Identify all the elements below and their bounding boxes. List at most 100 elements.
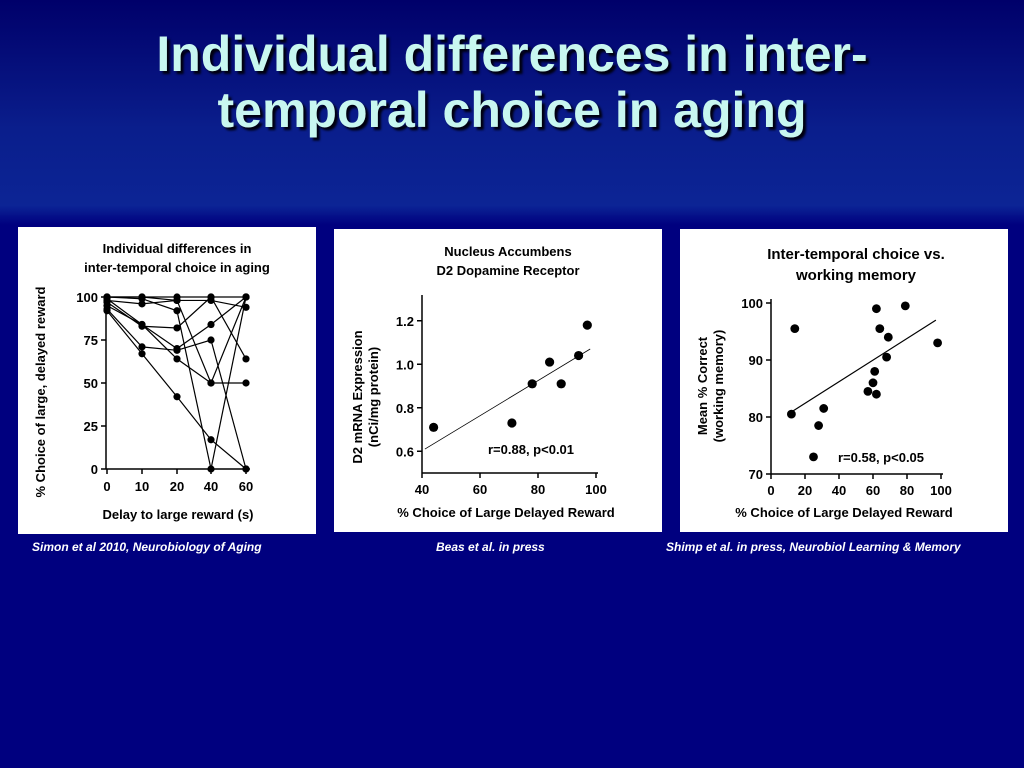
chart-3-data-point [814,421,823,430]
chart-3-xlabel: % Choice of Large Delayed Reward [735,505,953,520]
chart-1-data-point [138,320,146,329]
chart-1-xlabel: Delay to large reward (s) [103,507,254,522]
chart-2-xlabel: % Choice of Large Delayed Reward [397,505,615,520]
chart-3-x-tick-label: 60 [866,483,880,498]
chart-3-ylabel-line-1: Mean % Correct [695,336,710,435]
chart-3-x-tick-label: 100 [930,483,952,498]
chart-2-fit-line [424,348,591,450]
chart-3-data-point [933,338,942,348]
chart-2-x-tick-label: 60 [473,482,487,497]
chart-1-title-line-1: Individual differences in [103,241,252,256]
chart-3-data-point [875,324,885,334]
chart-2-y-tick-label: 1.2 [396,314,414,329]
chart-3-data-point [819,404,829,413]
chart-1-data-point [207,293,215,301]
title-band [0,0,1024,215]
chart-3-data-point [882,352,891,362]
chart-panel-d2-receptor: Nucleus Accumbens D2 Dopamine Receptor D… [334,229,662,532]
chart-working-memory: Inter-temporal choice vs. working memory… [695,246,953,520]
chart-2-ylabel-line-1: D2 mRNA Expression [350,330,365,463]
chart-3-data-point [870,367,880,376]
chart-3-ylabel-line-2: (working memory) [711,330,726,443]
caption-beas: Beas et al. in press [436,540,545,554]
chart-panel-working-memory: Inter-temporal choice vs. working memory… [680,229,1008,532]
chart-2-title-line-1: Nucleus Accumbens [444,244,571,259]
chart-1-series-line [106,308,247,470]
chart-2-data-point [582,320,592,330]
chart-3-data-point [863,386,873,396]
chart-1-plot-area: 0 25 50 75 100 0 10 20 40 60 [76,290,253,494]
chart-1-data-point [207,320,215,329]
chart-3-y-tick-label: 70 [749,467,763,482]
chart-1-data-point [242,293,250,301]
chart-1-data-point [242,355,250,363]
chart-1-x-tick-label: 10 [135,479,149,494]
chart-1-data-point [242,379,250,387]
chart-1-data-point [173,324,181,332]
slide-title-line-2: temporal choice in aging [217,82,807,138]
chart-1-data-point [242,465,250,473]
chart-2-title-line-2: D2 Dopamine Receptor [436,263,579,278]
chart-1-data-point [173,346,181,354]
chart-1-y-tick-label: 0 [91,462,98,477]
chart-3-data-point [872,304,881,314]
chart-2-annotation: r=0.88, p<0.01 [488,442,574,457]
chart-delay-choice: Individual differences in inter-temporal… [33,241,270,522]
chart-1-data-point [173,355,181,363]
chart-3-x-tick-label: 80 [900,483,914,498]
caption-simon: Simon et al 2010, Neurobiology of Aging [32,540,262,554]
chart-1-y-tick-label: 50 [84,376,98,391]
chart-1-data-point [173,296,181,305]
chart-2-y-tick-label: 0.6 [396,444,414,459]
chart-1-data-point [138,295,146,303]
chart-3-plot-area: 70 80 90 100 0 20 40 60 80 100 [741,296,952,498]
chart-3-data-point [809,452,818,462]
chart-1-data-point [207,465,215,473]
chart-1-x-tick-label: 20 [170,479,184,494]
chart-1-data-point [173,307,181,315]
chart-1-y-tick-label: 100 [76,290,98,305]
chart-2-x-tick-label: 40 [415,482,429,497]
chart-2-ylabel-line-2: (nCi/mg protein) [366,347,381,447]
chart-panel-delay-choice: Individual differences in inter-temporal… [18,227,316,534]
chart-3-data-point [883,332,893,342]
chart-2-y-tick-label: 1.0 [396,357,414,372]
chart-2-x-tick-label: 100 [585,482,607,497]
chart-1-x-tick-label: 60 [239,479,253,494]
chart-1-data-point [103,307,111,315]
chart-1-data-point [173,393,181,401]
chart-2-x-tick-label: 80 [531,482,545,497]
chart-2-data-point [527,379,537,389]
chart-3-data-point [790,324,800,334]
chart-3-fit-line [787,319,937,415]
chart-3-data-point [900,301,910,311]
chart-3-annotation: r=0.58, p<0.05 [838,450,924,465]
slide-title: Individual differences in inter- tempora… [20,26,1004,138]
chart-2-data-point [574,350,584,361]
chart-2-data-point [545,357,555,367]
chart-3-y-tick-label: 90 [749,353,763,368]
caption-shimp: Shimp et al. in press, Neurobiol Learnin… [666,540,961,554]
chart-3-title-line-2: working memory [795,267,917,284]
chart-1-y-tick-label: 75 [84,333,98,348]
chart-1-data-point [207,336,215,344]
chart-1-data-point [138,350,146,358]
chart-2-y-tick-label: 0.8 [396,401,414,416]
chart-3-y-tick-label: 80 [749,410,763,425]
chart-3-x-tick-label: 0 [767,483,774,498]
chart-1-title-line-2: inter-temporal choice in aging [84,260,270,275]
band-transition [0,205,1024,225]
chart-3-x-tick-label: 40 [832,483,846,498]
chart-1-data-point [207,436,215,444]
chart-3-x-tick-label: 20 [798,483,812,498]
chart-1-data-point [103,295,111,303]
chart-1-data-point [207,379,215,387]
chart-2-data-point [507,418,517,428]
chart-3-title-line-1: Inter-temporal choice vs. [767,246,945,263]
chart-3-y-tick-label: 100 [741,296,763,311]
chart-1-y-tick-label: 25 [84,419,98,434]
chart-1-ylabel: % Choice of large, delayed reward [33,286,48,497]
chart-2-data-point [556,379,566,389]
chart-1-data-point [138,300,146,308]
chart-3-data-point [872,389,881,399]
